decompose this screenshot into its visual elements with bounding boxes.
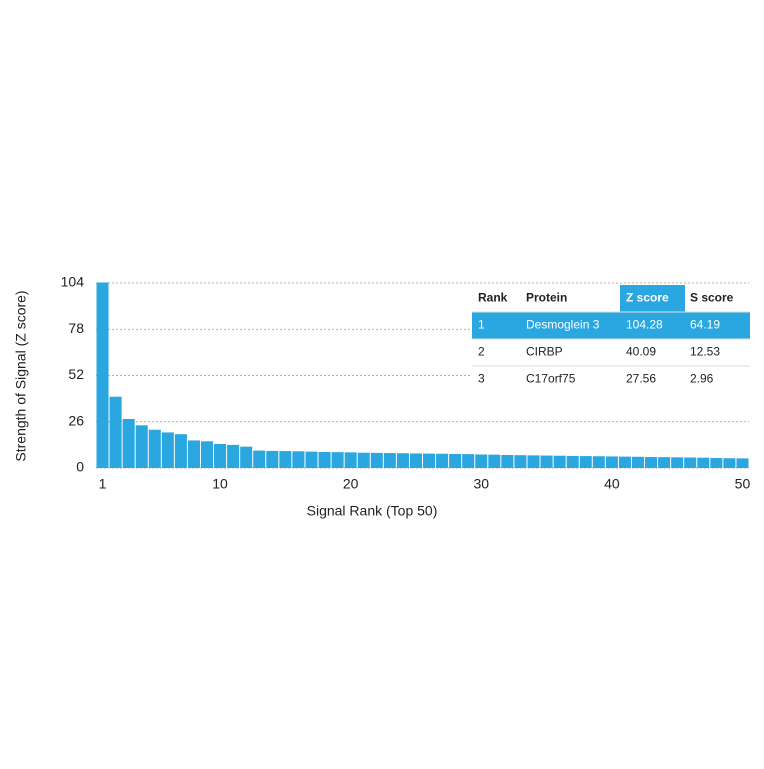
bar — [240, 446, 253, 468]
bar — [592, 456, 605, 468]
bar — [383, 453, 396, 468]
bar — [514, 455, 527, 468]
bar — [253, 450, 266, 468]
bar — [279, 451, 292, 468]
bar — [331, 452, 344, 468]
bar — [527, 455, 540, 468]
table-cell: C17orf75 — [526, 372, 576, 386]
bar — [318, 451, 331, 468]
table-header: Protein — [526, 291, 567, 305]
x-tick-label: 20 — [343, 476, 359, 492]
y-tick-label: 26 — [68, 412, 84, 428]
bar — [357, 452, 370, 468]
table-cell: 104.28 — [626, 318, 663, 332]
bar — [135, 425, 148, 468]
bar — [710, 458, 723, 468]
bar — [449, 453, 462, 468]
x-tick-label: 40 — [604, 476, 620, 492]
table-header: Rank — [478, 291, 508, 305]
table-cell: CIRBP — [526, 345, 563, 359]
bar — [227, 444, 240, 468]
bar — [605, 456, 618, 468]
bar — [409, 453, 422, 468]
x-tick-label: 30 — [473, 476, 489, 492]
bar — [723, 458, 736, 468]
table-cell: Desmoglein 3 — [526, 318, 600, 332]
table-header: S score — [690, 291, 734, 305]
table-cell: 27.56 — [626, 372, 656, 386]
bar — [396, 453, 409, 468]
row-highlight — [472, 312, 750, 339]
bar — [553, 455, 566, 468]
bar — [684, 457, 697, 468]
bar — [122, 418, 135, 468]
bar — [488, 454, 501, 468]
table-cell: 2.96 — [690, 372, 714, 386]
bar — [200, 441, 214, 468]
table-cell: 2 — [478, 345, 485, 359]
bar — [540, 455, 553, 468]
y-tick-label: 0 — [76, 459, 84, 475]
bar — [645, 456, 658, 468]
bar — [579, 456, 592, 468]
bar — [736, 458, 749, 468]
bar — [462, 454, 475, 468]
bar — [423, 453, 436, 468]
x-tick-label: 10 — [212, 476, 228, 492]
x-tick-label: 50 — [735, 476, 751, 492]
y-tick-label: 104 — [61, 274, 85, 290]
table-cell: 12.53 — [690, 345, 720, 359]
table-cell: 3 — [478, 372, 485, 386]
bar — [618, 456, 631, 468]
bar — [292, 451, 305, 468]
bar — [631, 456, 645, 468]
table-cell: 40.09 — [626, 345, 656, 359]
x-axis-label: Signal Rank (Top 50) — [307, 503, 438, 519]
bar — [671, 457, 684, 468]
x-tick-label: 1 — [99, 476, 107, 492]
table-cell: 1 — [478, 318, 485, 332]
bar — [501, 455, 514, 468]
bar — [566, 455, 579, 468]
bar — [658, 457, 671, 468]
bar — [96, 282, 109, 468]
y-tick-label: 78 — [68, 320, 84, 336]
bar — [109, 396, 122, 468]
bar — [266, 450, 279, 468]
bar — [187, 440, 200, 468]
bar — [148, 429, 161, 468]
bar — [697, 457, 710, 468]
bar — [214, 443, 227, 468]
bar — [305, 451, 318, 468]
table-cell: 64.19 — [690, 318, 720, 332]
y-tick-label: 52 — [68, 366, 84, 382]
header-highlight — [620, 285, 685, 312]
y-axis-label: Strength of Signal (Z score) — [13, 290, 29, 461]
bar — [475, 454, 488, 468]
bar — [436, 453, 449, 468]
table-header: Z score — [626, 291, 669, 305]
bar — [174, 434, 187, 468]
bar — [344, 452, 357, 468]
bar — [370, 452, 383, 468]
bar — [161, 432, 174, 468]
